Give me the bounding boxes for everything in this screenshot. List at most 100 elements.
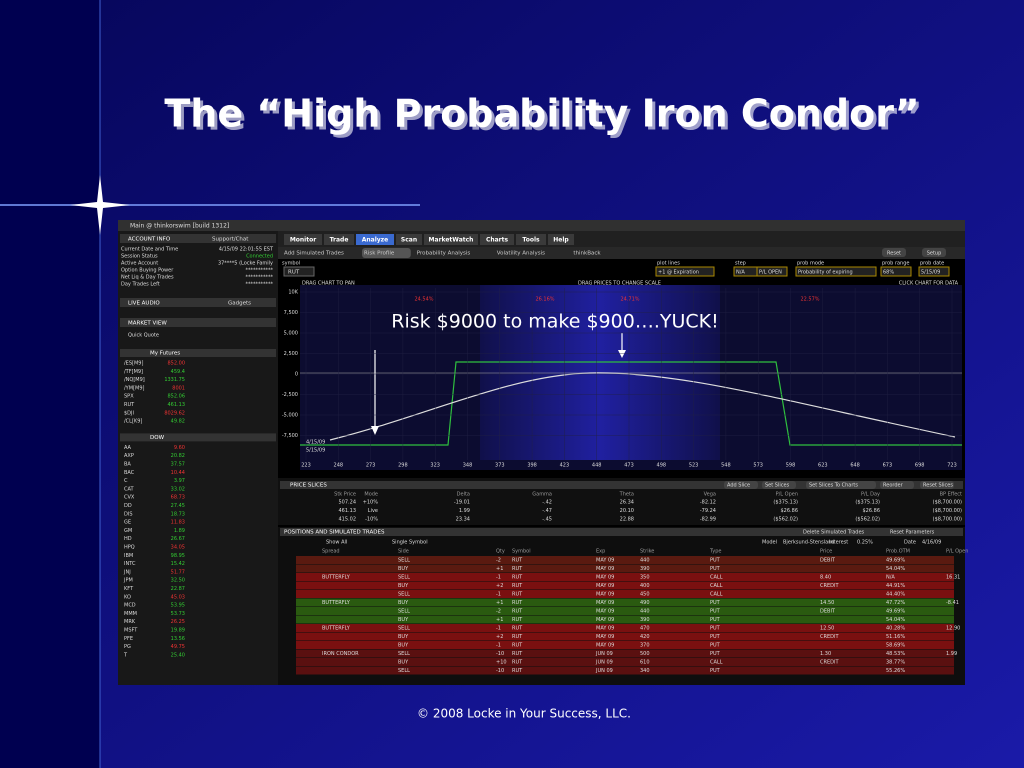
position-row <box>296 581 954 590</box>
y-tick-label: 10K <box>288 290 298 296</box>
control-box[interactable] <box>655 266 715 277</box>
button[interactable] <box>806 481 876 489</box>
position-cell: -1 <box>496 643 501 649</box>
account-value: Connected <box>246 254 273 260</box>
position-cell: 54.04% <box>886 617 905 623</box>
slice-cell: 507.24 <box>339 500 357 506</box>
control-label: prob mode <box>797 261 824 267</box>
position-cell: 12.90 <box>946 626 960 632</box>
control-box[interactable] <box>795 266 877 277</box>
position-cell: 55.26% <box>886 668 905 674</box>
watch-symbol: BAC <box>124 470 135 476</box>
control-label: Date <box>904 540 916 546</box>
tab[interactable] <box>324 234 354 245</box>
position-cell: SELL <box>398 626 410 632</box>
watch-symbol: BA <box>124 462 131 468</box>
tab[interactable] <box>396 234 422 245</box>
button[interactable] <box>922 248 946 257</box>
position-cell: MAY 09 <box>596 575 614 581</box>
control-value: 5/15/09 <box>921 270 940 276</box>
control-label: Model <box>762 540 777 546</box>
control-value: 4/16/09 <box>922 540 941 546</box>
tab[interactable] <box>284 234 322 245</box>
button-label: Set Slices To Charts <box>809 483 858 489</box>
position-cell: BUTTERFLY <box>322 600 351 606</box>
position-row <box>296 607 954 615</box>
x-tick-label: 348 <box>463 463 473 469</box>
watch-last: 15.42 <box>171 561 185 567</box>
button[interactable] <box>920 481 954 489</box>
tab[interactable] <box>356 234 394 245</box>
tab[interactable] <box>424 234 478 245</box>
slice-cell: ($375.13) <box>855 500 880 506</box>
watch-symbol: HD <box>124 536 132 542</box>
gadgets-button: Gadgets <box>228 301 251 307</box>
y-tick-label: 7,500 <box>284 310 298 316</box>
slice-cell: 23.34 <box>456 517 470 523</box>
watch-symbol: PFE <box>124 636 133 642</box>
slice-cell: 1.99 <box>459 508 470 514</box>
quick-quote: Quick Quote <box>128 333 159 339</box>
position-cell: -10 <box>496 651 504 657</box>
panel-header <box>280 528 963 536</box>
position-cell: 450 <box>640 592 650 598</box>
position-cell: RUT <box>512 617 523 623</box>
position-cell: 350 <box>640 575 650 581</box>
date-label: 5/15/09 <box>306 448 325 454</box>
symbol-box[interactable] <box>283 266 315 277</box>
tab[interactable] <box>516 234 546 245</box>
support-button: Support/Chat <box>212 237 249 243</box>
tab[interactable] <box>548 234 574 245</box>
column-header: Mode <box>364 492 378 498</box>
control-box[interactable] <box>918 266 950 277</box>
control-box[interactable] <box>880 266 912 277</box>
position-cell: SELL <box>398 651 410 657</box>
position-cell: +2 <box>496 634 503 640</box>
control-label: prob date <box>920 261 944 267</box>
button[interactable] <box>724 481 758 489</box>
watch-last: 49.82 <box>171 419 185 425</box>
account-label: Active Account <box>121 261 158 267</box>
watchlist-name: My Futures <box>150 351 180 357</box>
button-label: Reset Slices <box>923 483 953 489</box>
y-tick-label: 2,500 <box>284 351 298 357</box>
position-cell: 610 <box>640 660 650 666</box>
column-header: Delta <box>457 492 470 498</box>
window-title: Main @ thinkorswim [build 1312] <box>130 223 229 230</box>
control-box[interactable] <box>756 266 788 277</box>
watch-last: 51.77 <box>171 569 185 575</box>
button[interactable] <box>762 481 796 489</box>
position-cell: BUY <box>398 566 409 572</box>
position-cell: PUT <box>710 626 721 632</box>
slice-cell: -79.24 <box>700 508 716 514</box>
position-cell: RUT <box>512 600 523 606</box>
button[interactable] <box>882 248 906 257</box>
tab-label: Monitor <box>290 237 316 244</box>
position-cell: 440 <box>640 609 650 615</box>
watch-last: 34.05 <box>171 545 185 551</box>
watch-last: 49.75 <box>171 644 185 650</box>
account-label: Option Buying Power <box>121 268 174 274</box>
watch-last: 852.06 <box>168 394 186 400</box>
tab[interactable] <box>480 234 514 245</box>
position-cell: MAY 09 <box>596 626 614 632</box>
panel-title: LIVE AUDIO <box>128 301 160 307</box>
position-cell: MAY 09 <box>596 583 614 589</box>
position-cell: RUT <box>512 566 523 572</box>
position-cell: PUT <box>710 558 721 564</box>
y-tick-label: -2,500 <box>282 392 298 398</box>
watch-symbol: AA <box>124 445 132 451</box>
position-cell: BUY <box>398 617 409 623</box>
position-cell: -8.41 <box>946 600 959 606</box>
column-header: P/L Open <box>946 549 968 555</box>
watch-last: 3.97 <box>174 478 185 484</box>
y-tick-label: 5,000 <box>284 331 298 337</box>
button[interactable] <box>880 481 914 489</box>
position-cell: RUT <box>512 651 523 657</box>
watch-symbol: IBM <box>124 553 133 559</box>
watch-symbol: GM <box>124 528 132 534</box>
position-cell: 51.16% <box>886 634 905 640</box>
x-tick-label: 498 <box>657 463 667 469</box>
watch-symbol: /CL[K9] <box>124 419 142 425</box>
button-label: Add Slice <box>727 483 750 489</box>
